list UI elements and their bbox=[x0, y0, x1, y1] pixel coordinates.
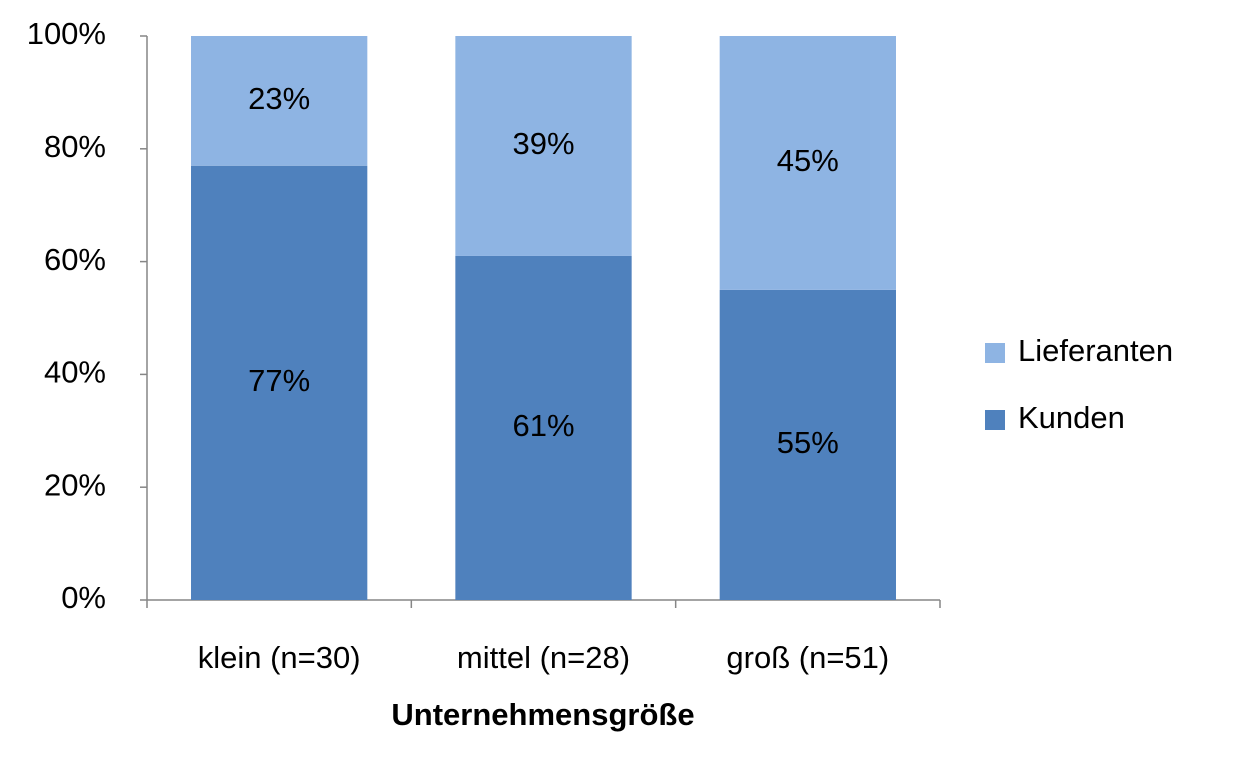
bar-segment bbox=[455, 255, 632, 600]
legend-swatch bbox=[985, 343, 1005, 363]
y-tick-label: 60% bbox=[44, 242, 106, 277]
x-tick-label: mittel (n=28) bbox=[457, 640, 630, 675]
data-label: 23% bbox=[248, 81, 310, 116]
bar-segment bbox=[455, 36, 632, 256]
y-tick-label: 20% bbox=[44, 467, 106, 502]
data-label: 61% bbox=[512, 408, 574, 443]
x-tick-label: klein (n=30) bbox=[198, 640, 361, 675]
data-label: 39% bbox=[512, 126, 574, 161]
bar-segment bbox=[191, 36, 368, 166]
bar-segment bbox=[719, 289, 896, 600]
legend-label: Kunden bbox=[1018, 400, 1125, 435]
data-label: 45% bbox=[777, 143, 839, 178]
legend-label: Lieferanten bbox=[1018, 333, 1173, 368]
legend-swatch bbox=[985, 410, 1005, 430]
data-label: 77% bbox=[248, 363, 310, 398]
x-axis-title: Unternehmensgröße bbox=[391, 697, 694, 732]
y-tick-label: 40% bbox=[44, 355, 106, 390]
bar-segment bbox=[191, 165, 368, 600]
x-tick-label: groß (n=51) bbox=[726, 640, 889, 675]
y-tick-label: 0% bbox=[61, 580, 106, 615]
bar-segment bbox=[719, 36, 896, 290]
y-tick-label: 80% bbox=[44, 129, 106, 164]
data-label: 55% bbox=[777, 425, 839, 460]
y-tick-label: 100% bbox=[27, 16, 106, 51]
